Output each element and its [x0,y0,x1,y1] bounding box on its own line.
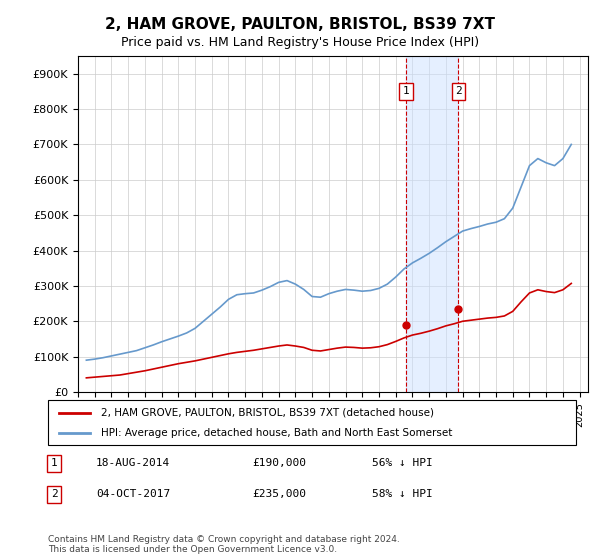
Text: 2, HAM GROVE, PAULTON, BRISTOL, BS39 7XT: 2, HAM GROVE, PAULTON, BRISTOL, BS39 7XT [105,17,495,32]
Text: 04-OCT-2017: 04-OCT-2017 [96,489,170,499]
Text: 56% ↓ HPI: 56% ↓ HPI [372,459,433,468]
Text: 18-AUG-2014: 18-AUG-2014 [96,459,170,468]
FancyBboxPatch shape [48,400,576,445]
Text: Contains HM Land Registry data © Crown copyright and database right 2024.
This d: Contains HM Land Registry data © Crown c… [48,535,400,554]
Text: £190,000: £190,000 [252,459,306,468]
Text: 1: 1 [403,86,410,96]
Text: 58% ↓ HPI: 58% ↓ HPI [372,489,433,499]
Text: 1: 1 [50,459,58,468]
Bar [406,56,458,392]
Text: 2: 2 [50,489,58,499]
Text: £235,000: £235,000 [252,489,306,499]
Text: 2, HAM GROVE, PAULTON, BRISTOL, BS39 7XT (detached house): 2, HAM GROVE, PAULTON, BRISTOL, BS39 7XT… [101,408,434,418]
Text: HPI: Average price, detached house, Bath and North East Somerset: HPI: Average price, detached house, Bath… [101,428,452,438]
Text: Price paid vs. HM Land Registry's House Price Index (HPI): Price paid vs. HM Land Registry's House … [121,36,479,49]
Text: 2: 2 [455,86,462,96]
